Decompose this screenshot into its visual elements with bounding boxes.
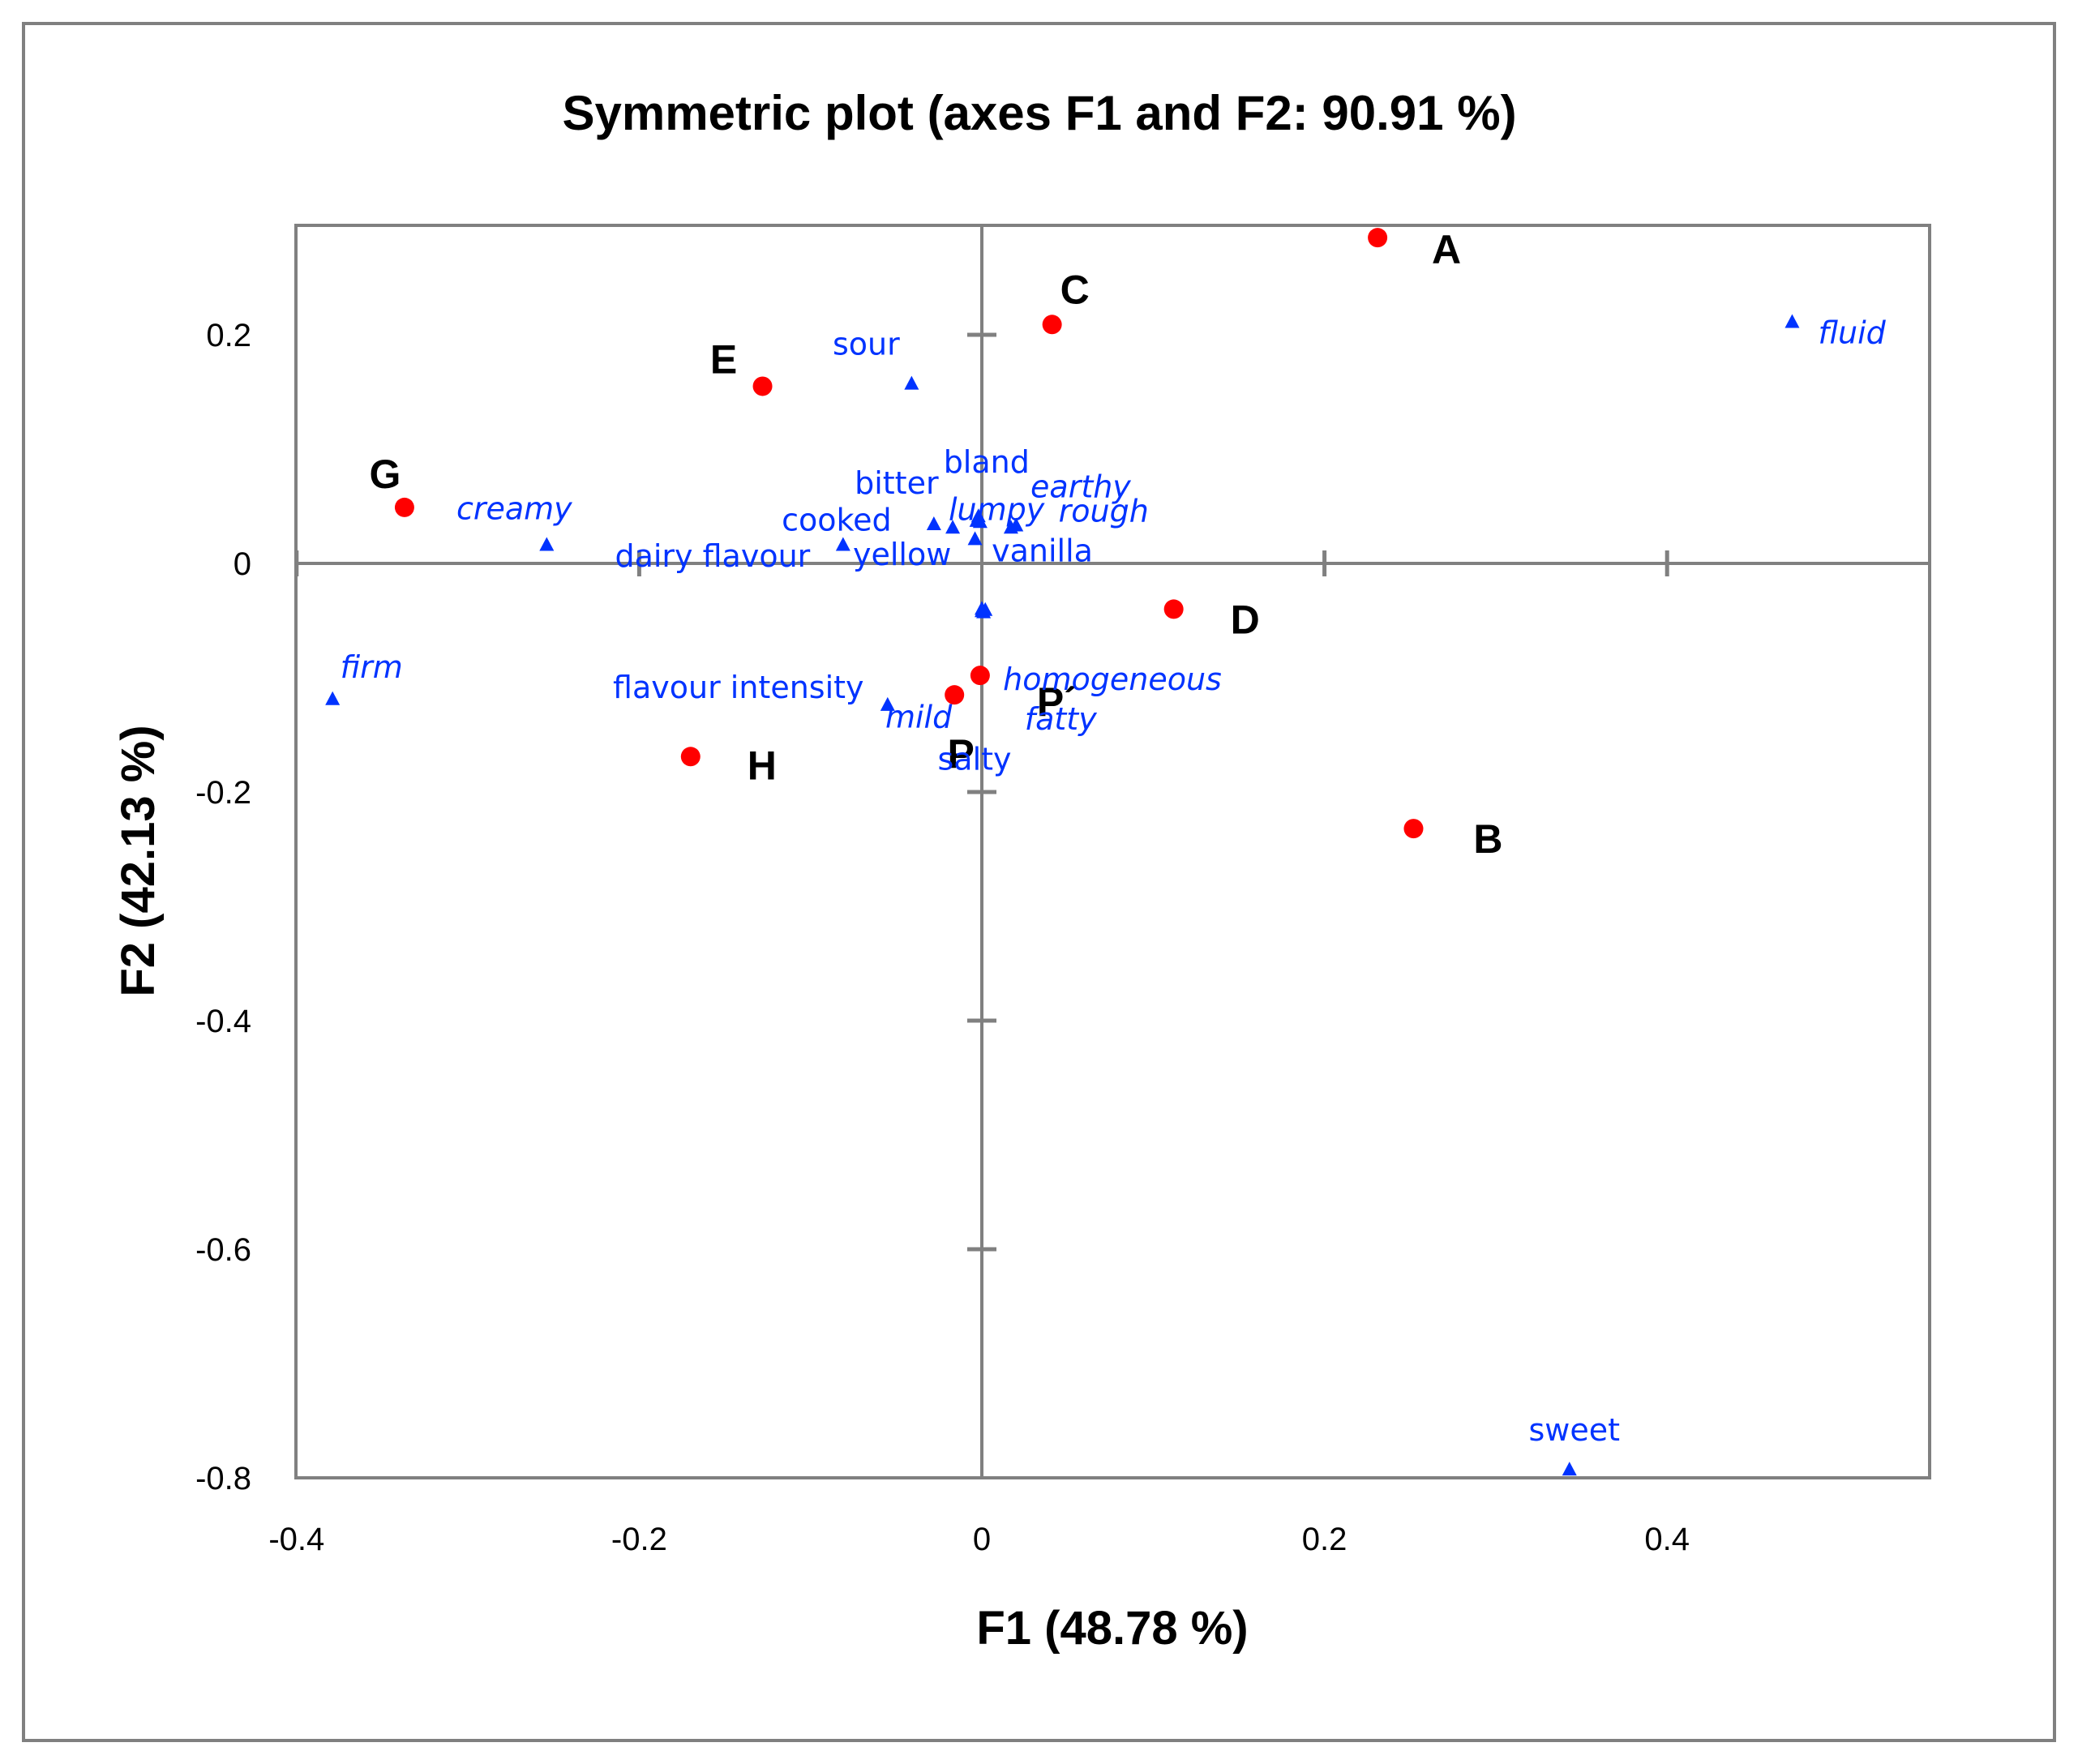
y-tick-label: -0.2 bbox=[195, 775, 251, 811]
attribute-point bbox=[926, 516, 941, 531]
attribute-label: lumpy bbox=[949, 491, 1045, 527]
y-tick-label: 0.2 bbox=[206, 318, 251, 353]
attribute-label: earthy bbox=[1030, 469, 1131, 504]
labels-layer: A B C D E G H P P´ sour fluid creamy bitterblandeart… bbox=[341, 227, 1887, 1448]
x-tick-label: 0.4 bbox=[1644, 1522, 1690, 1557]
attribute-point bbox=[539, 537, 555, 551]
product-label: P´ bbox=[1037, 679, 1078, 725]
product-point-C bbox=[1042, 315, 1062, 335]
attribute-label: flavour intensity bbox=[613, 670, 864, 705]
attribute-label: homogeneous bbox=[1003, 662, 1222, 697]
attribute-label: salty bbox=[937, 741, 1011, 777]
attribute-label: vanilla bbox=[992, 533, 1093, 568]
attribute-point bbox=[325, 691, 341, 705]
x-tick-label: 0 bbox=[973, 1522, 991, 1557]
attribute-label: fatty bbox=[1025, 701, 1097, 737]
y-tick-label: -0.6 bbox=[195, 1232, 251, 1268]
product-label: A bbox=[1432, 227, 1461, 272]
ticks-layer: -0.4 -0.2 0 0.2 0.4 0.2 0 -0.2 -0.4 -0.6 -0.8 bbox=[195, 318, 1690, 1557]
attribute-label: fluid bbox=[1818, 315, 1886, 350]
product-point-E bbox=[752, 376, 773, 396]
attribute-point bbox=[969, 512, 984, 527]
attribute-point bbox=[975, 601, 989, 615]
marks-layer bbox=[325, 228, 1800, 1476]
y-tick-label: -0.4 bbox=[195, 1004, 251, 1039]
attribute-label: cooked bbox=[782, 502, 892, 537]
product-label: D bbox=[1231, 597, 1260, 642]
y-tick-label: 0 bbox=[234, 546, 251, 582]
product-point-B bbox=[1403, 819, 1424, 839]
attribute-label: rough bbox=[1059, 493, 1149, 529]
attribute-point bbox=[945, 520, 961, 534]
attribute-label: sour bbox=[833, 327, 900, 362]
y-axis-label: F2 (42.13 %) bbox=[112, 725, 165, 996]
attribute-label: creamy bbox=[456, 490, 572, 526]
product-label: H bbox=[748, 743, 777, 788]
attribute-point bbox=[1785, 314, 1800, 328]
product-label: P bbox=[948, 731, 975, 777]
attribute-point bbox=[835, 537, 850, 551]
product-point-H bbox=[680, 747, 701, 767]
attribute-label: mild bbox=[885, 700, 953, 735]
x-tick-label: -0.4 bbox=[268, 1522, 324, 1557]
outer-frame bbox=[22, 22, 2056, 1742]
x-tick-label: 0.2 bbox=[1302, 1522, 1347, 1557]
plot-area-frame bbox=[294, 224, 1931, 1479]
y-tick-label: -0.8 bbox=[195, 1461, 251, 1496]
axes-layer bbox=[296, 225, 1930, 1478]
product-label: G bbox=[369, 452, 401, 497]
product-label: B bbox=[1473, 816, 1502, 862]
attribute-label: sweet bbox=[1528, 1412, 1620, 1448]
product-label: C bbox=[1060, 267, 1090, 312]
attribute-label: firm bbox=[341, 649, 403, 685]
attribute-label: bitter bbox=[855, 465, 939, 501]
product-point-A bbox=[1368, 228, 1388, 248]
attribute-label: bland bbox=[944, 444, 1030, 480]
product-point-P´ bbox=[970, 666, 990, 686]
product-point-G bbox=[394, 497, 414, 517]
attribute-point bbox=[880, 696, 895, 711]
attribute-label: yellow bbox=[853, 537, 951, 572]
attribute-point bbox=[1562, 1462, 1577, 1476]
x-tick-label: -0.2 bbox=[611, 1522, 667, 1557]
attribute-point bbox=[967, 531, 983, 546]
attribute-label: dairy flavour bbox=[615, 538, 810, 574]
chart-title: Symmetric plot (axes F1 and F2: 90.91 %) bbox=[562, 86, 1516, 140]
product-label: E bbox=[710, 336, 737, 382]
x-axis-label: F1 (48.78 %) bbox=[976, 1602, 1248, 1655]
product-point-P bbox=[945, 685, 965, 705]
attribute-point bbox=[1009, 517, 1024, 532]
product-point-D bbox=[1163, 599, 1184, 619]
attribute-point bbox=[904, 375, 919, 390]
